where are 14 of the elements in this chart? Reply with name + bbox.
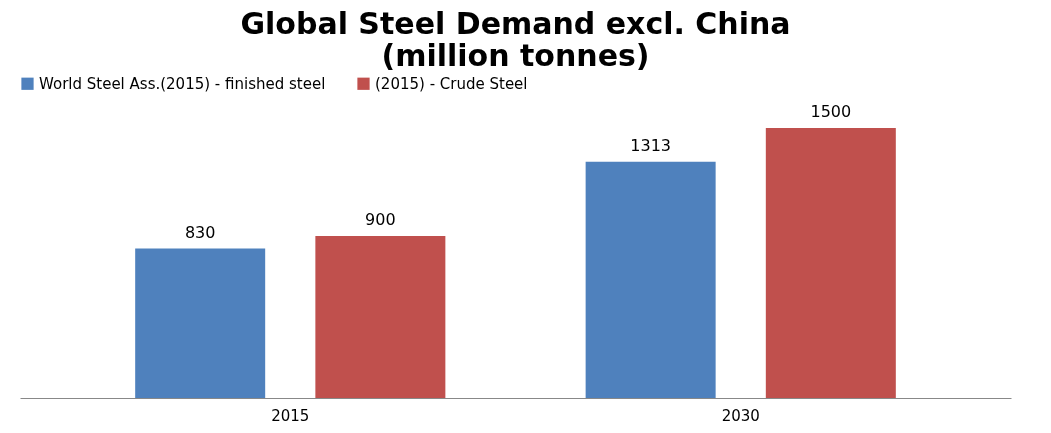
bar: [315, 236, 446, 398]
text: Global Steel Demand excl. China: [240, 6, 791, 41]
data-label: 1313: [630, 135, 671, 155]
bar: [765, 128, 896, 398]
data-label: 1500: [810, 102, 852, 121]
x-tick-label: 2015: [271, 406, 310, 425]
legend-label: World Steel Ass.(2015) - finished steel: [39, 74, 326, 93]
legend-label: (2015) - Crude Steel: [375, 74, 528, 93]
text: (million tonnes): [381, 38, 650, 73]
x-tick-label: 2030: [721, 406, 760, 425]
bar: [135, 248, 266, 398]
bar: [585, 161, 716, 398]
data-label: 900: [365, 210, 396, 229]
data-label: 830: [184, 222, 216, 242]
